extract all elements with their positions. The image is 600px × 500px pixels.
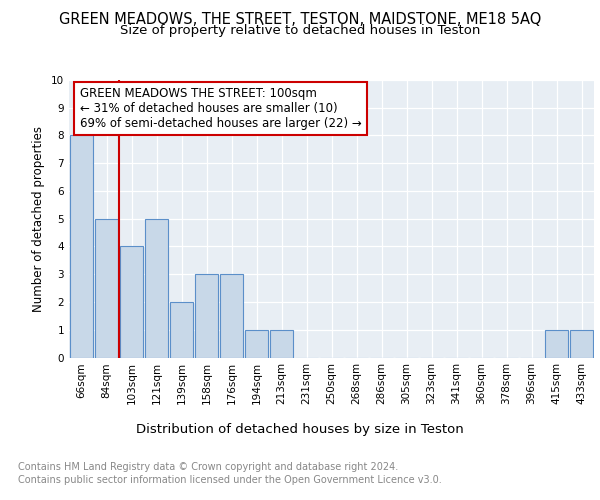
- Text: Contains public sector information licensed under the Open Government Licence v3: Contains public sector information licen…: [18, 475, 442, 485]
- Text: GREEN MEADOWS, THE STREET, TESTON, MAIDSTONE, ME18 5AQ: GREEN MEADOWS, THE STREET, TESTON, MAIDS…: [59, 12, 541, 28]
- Bar: [270, 330, 293, 357]
- Bar: [545, 330, 568, 357]
- Y-axis label: Number of detached properties: Number of detached properties: [32, 126, 46, 312]
- Bar: [195, 274, 218, 357]
- Bar: [245, 330, 268, 357]
- Bar: [120, 246, 143, 358]
- Bar: [70, 136, 93, 358]
- Bar: [170, 302, 193, 358]
- Bar: [95, 219, 118, 358]
- Text: GREEN MEADOWS THE STREET: 100sqm
← 31% of detached houses are smaller (10)
69% o: GREEN MEADOWS THE STREET: 100sqm ← 31% o…: [79, 87, 361, 130]
- Bar: [145, 219, 168, 358]
- Text: Contains HM Land Registry data © Crown copyright and database right 2024.: Contains HM Land Registry data © Crown c…: [18, 462, 398, 472]
- Bar: [220, 274, 243, 357]
- Text: Size of property relative to detached houses in Teston: Size of property relative to detached ho…: [120, 24, 480, 37]
- Text: Distribution of detached houses by size in Teston: Distribution of detached houses by size …: [136, 422, 464, 436]
- Bar: [570, 330, 593, 357]
